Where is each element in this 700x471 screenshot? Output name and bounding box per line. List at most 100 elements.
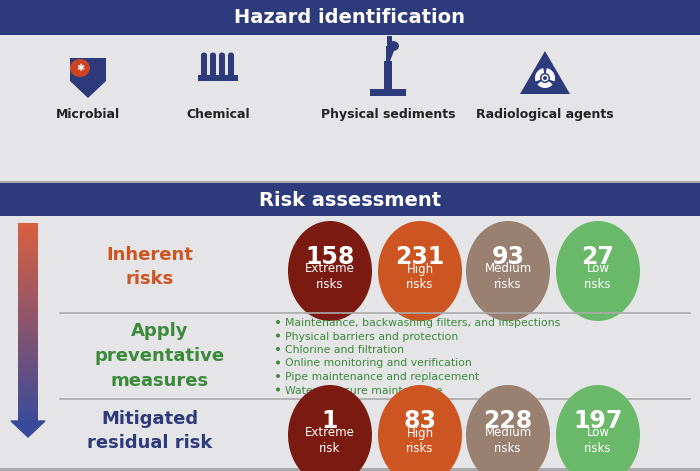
Text: Hazard identification: Hazard identification — [234, 8, 466, 27]
Bar — [18, 407, 38, 411]
Text: Physical barriers and protection: Physical barriers and protection — [285, 332, 458, 341]
Bar — [18, 295, 38, 298]
Bar — [18, 240, 38, 243]
Bar — [18, 302, 38, 306]
Bar — [18, 252, 38, 255]
Bar — [18, 388, 38, 390]
Text: Medium
risks: Medium risks — [484, 427, 531, 455]
Bar — [18, 275, 38, 278]
Text: 228: 228 — [484, 409, 533, 433]
Ellipse shape — [201, 73, 207, 78]
Text: Mitigated
residual risk: Mitigated residual risk — [88, 409, 213, 453]
Bar — [18, 283, 38, 285]
Text: Radiological agents: Radiological agents — [476, 108, 614, 121]
Bar — [18, 410, 38, 413]
Bar — [18, 317, 38, 320]
Bar — [18, 305, 38, 308]
Bar — [18, 245, 38, 248]
Bar — [18, 420, 38, 423]
Bar — [18, 325, 38, 328]
Bar — [18, 260, 38, 263]
Text: Chemical: Chemical — [186, 108, 250, 121]
Text: High
risks: High risks — [406, 262, 434, 292]
Wedge shape — [535, 68, 544, 81]
Bar — [18, 377, 38, 381]
Ellipse shape — [542, 74, 549, 81]
Bar — [18, 255, 38, 258]
Ellipse shape — [288, 385, 372, 471]
Text: 158: 158 — [305, 245, 355, 269]
Wedge shape — [546, 68, 555, 81]
Ellipse shape — [219, 73, 225, 78]
Text: Risk assessment: Risk assessment — [259, 190, 441, 210]
Ellipse shape — [276, 388, 280, 391]
Bar — [18, 300, 38, 303]
Bar — [18, 360, 38, 363]
Bar — [18, 338, 38, 341]
Bar — [18, 280, 38, 283]
Text: 197: 197 — [573, 409, 623, 433]
Bar — [18, 277, 38, 281]
Text: Pipe maintenance and replacement: Pipe maintenance and replacement — [285, 372, 480, 382]
Text: Maintenance, backwashing filters, and inspections: Maintenance, backwashing filters, and in… — [285, 318, 560, 328]
Polygon shape — [70, 58, 106, 98]
Bar — [18, 352, 38, 356]
Bar — [18, 270, 38, 273]
Bar — [18, 287, 38, 291]
Bar — [18, 330, 38, 333]
Bar — [18, 340, 38, 343]
Bar — [18, 233, 38, 236]
Bar — [18, 380, 38, 383]
Ellipse shape — [228, 52, 234, 57]
Ellipse shape — [288, 221, 372, 321]
Bar — [18, 342, 38, 346]
Bar — [18, 273, 38, 276]
Bar — [18, 395, 38, 398]
Bar — [18, 335, 38, 338]
Bar — [0, 0, 700, 35]
Bar — [18, 348, 38, 350]
Bar — [18, 392, 38, 396]
Bar — [18, 398, 38, 400]
Text: Chlorine and filtration: Chlorine and filtration — [285, 345, 404, 355]
Text: Extreme
risks: Extreme risks — [305, 262, 355, 292]
Bar — [18, 363, 38, 365]
Bar — [18, 310, 38, 313]
Polygon shape — [520, 51, 570, 94]
Ellipse shape — [466, 221, 550, 321]
Bar — [18, 327, 38, 331]
Bar — [18, 235, 38, 238]
Bar — [210, 55, 216, 75]
Text: Low
risks: Low risks — [584, 427, 612, 455]
Ellipse shape — [466, 385, 550, 471]
Text: Physical sediments: Physical sediments — [321, 108, 455, 121]
Ellipse shape — [276, 347, 280, 351]
Text: Water pressure maintenance: Water pressure maintenance — [285, 385, 442, 396]
Bar — [18, 237, 38, 241]
Bar — [18, 258, 38, 260]
Text: ✱: ✱ — [76, 63, 84, 73]
Wedge shape — [538, 81, 553, 88]
Bar — [18, 243, 38, 245]
Text: Microbial: Microbial — [56, 108, 120, 121]
Text: Inherent
risks: Inherent risks — [106, 245, 193, 289]
Bar — [384, 61, 392, 89]
Bar — [18, 357, 38, 360]
Text: 231: 231 — [395, 245, 444, 269]
Bar — [18, 250, 38, 253]
Ellipse shape — [378, 385, 462, 471]
Bar — [228, 55, 234, 75]
Text: 27: 27 — [582, 245, 615, 269]
Bar — [18, 290, 38, 293]
Bar — [18, 403, 38, 406]
Text: 1: 1 — [322, 409, 338, 433]
Bar — [0, 181, 700, 183]
Bar — [0, 35, 700, 181]
Bar — [18, 355, 38, 358]
Ellipse shape — [201, 52, 207, 57]
Ellipse shape — [228, 73, 234, 78]
Bar — [18, 230, 38, 233]
Ellipse shape — [556, 221, 640, 321]
Bar — [18, 413, 38, 415]
Text: Apply
preventative
measures: Apply preventative measures — [95, 322, 225, 390]
